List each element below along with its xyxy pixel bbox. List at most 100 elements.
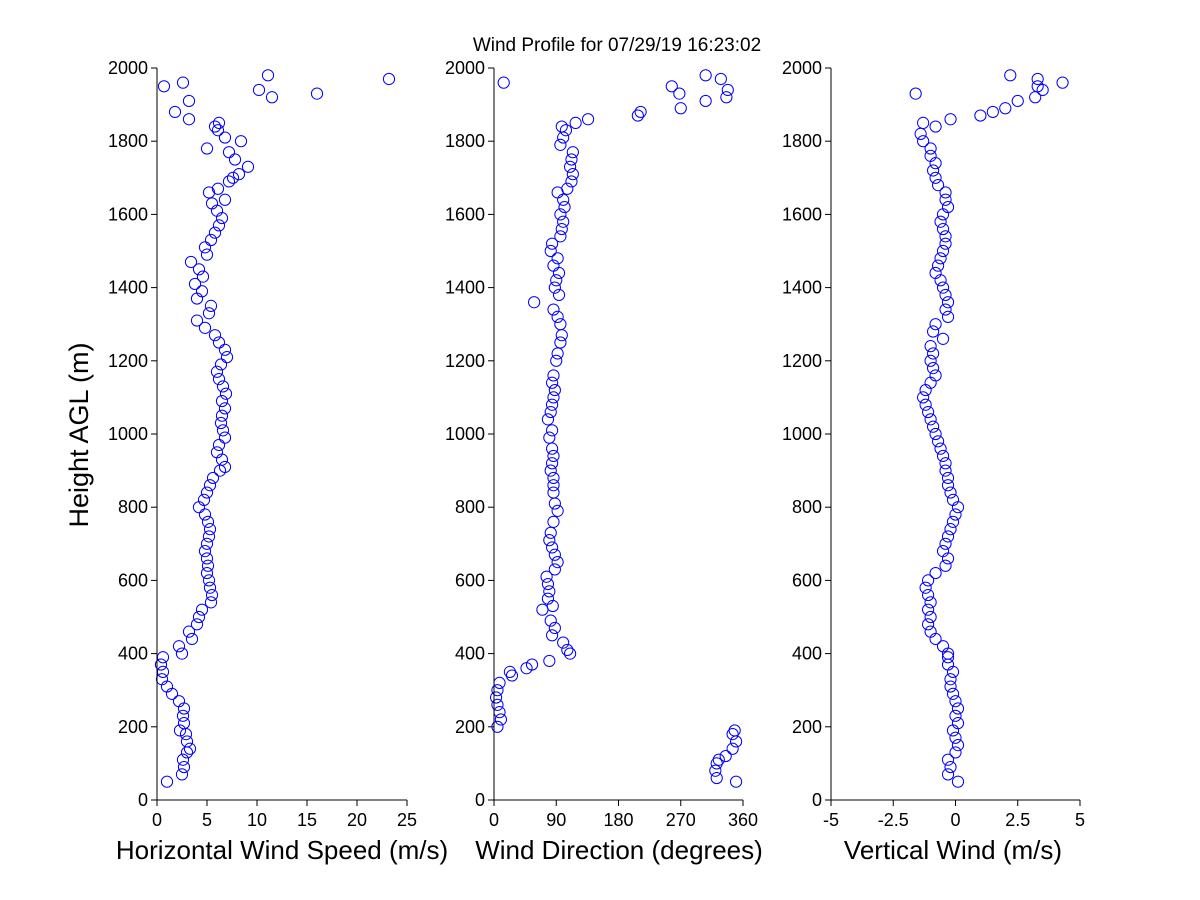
x-tick-label: 5 xyxy=(1075,810,1085,830)
data-point xyxy=(202,530,216,543)
data-point xyxy=(491,684,504,697)
data-point xyxy=(505,669,519,682)
data-point xyxy=(177,760,191,774)
y-tick-label: 1400 xyxy=(782,278,822,298)
vertical-points xyxy=(909,69,1069,788)
data-point xyxy=(222,146,236,159)
y-tick-label: 0 xyxy=(812,790,822,810)
data-point xyxy=(557,636,570,649)
x-tick-label: -2.5 xyxy=(878,810,909,830)
x-tick-label: 10 xyxy=(247,810,267,830)
data-point xyxy=(216,424,230,437)
data-point xyxy=(548,281,561,294)
data-point xyxy=(926,420,940,433)
data-point xyxy=(710,771,723,785)
data-point xyxy=(565,175,578,188)
data-point xyxy=(939,457,952,470)
data-point xyxy=(494,713,508,726)
data-point xyxy=(924,142,937,155)
data-point xyxy=(922,588,935,602)
data-point xyxy=(547,515,560,528)
data-point xyxy=(548,621,561,635)
data-point xyxy=(1011,94,1024,108)
y-tick-label: 600 xyxy=(792,570,822,590)
data-point xyxy=(241,160,255,173)
data-point xyxy=(929,266,942,280)
data-point xyxy=(176,709,190,722)
data-point xyxy=(946,515,960,528)
data-point xyxy=(218,460,232,474)
data-point xyxy=(198,508,212,521)
data-point xyxy=(1031,80,1044,93)
data-point xyxy=(929,318,942,331)
data-point xyxy=(999,102,1012,115)
data-point xyxy=(546,398,559,411)
data-point xyxy=(547,486,560,499)
data-point xyxy=(944,486,957,499)
data-point xyxy=(211,124,225,137)
data-point xyxy=(924,354,937,367)
y-tick-label: 800 xyxy=(455,497,485,517)
data-point xyxy=(208,226,222,239)
data-point xyxy=(557,215,570,228)
data-point xyxy=(177,717,191,730)
data-point xyxy=(208,329,222,342)
data-point xyxy=(909,87,922,100)
data-point xyxy=(939,303,952,316)
data-point xyxy=(195,603,209,616)
data-point xyxy=(551,556,564,569)
data-point xyxy=(212,373,226,386)
data-point xyxy=(922,574,935,587)
data-point xyxy=(382,72,396,86)
data-point xyxy=(566,146,579,159)
data-point xyxy=(926,164,940,177)
data-point xyxy=(673,87,686,100)
data-point xyxy=(939,230,952,243)
y-tick-label: 200 xyxy=(455,717,485,737)
x-tick-label: 0 xyxy=(950,810,960,830)
data-point xyxy=(154,658,168,671)
data-point xyxy=(949,508,962,521)
data-point xyxy=(931,259,945,272)
y-tick-label: 1200 xyxy=(108,351,148,371)
data-point xyxy=(936,545,950,558)
data-point xyxy=(200,537,214,550)
data-point xyxy=(548,548,561,561)
data-point xyxy=(489,691,503,704)
data-point xyxy=(205,197,219,210)
data-point xyxy=(546,237,559,250)
data-point xyxy=(200,142,214,155)
data-point xyxy=(929,171,942,184)
y-tick-label: 2000 xyxy=(108,58,148,78)
data-point xyxy=(939,537,952,550)
speed-points xyxy=(154,69,396,788)
chart-title: Wind Profile for 07/29/19 16:23:02 xyxy=(473,35,761,56)
data-point xyxy=(155,673,169,686)
data-point xyxy=(554,318,567,331)
data-point xyxy=(581,113,595,126)
data-point xyxy=(924,340,937,353)
data-point xyxy=(563,647,577,660)
data-point xyxy=(699,94,712,108)
speed-panel: 0 5 10 15 20 25 0 200 400 600 800 1000 1200 1400 1600 1… xyxy=(108,58,448,865)
data-point xyxy=(565,153,578,166)
data-point xyxy=(192,610,206,624)
data-point xyxy=(546,376,559,389)
data-point xyxy=(547,369,560,382)
x-tick-label: 2.5 xyxy=(1005,810,1030,830)
data-point xyxy=(934,215,947,228)
data-point xyxy=(1004,69,1017,82)
data-point xyxy=(712,753,725,766)
data-point xyxy=(182,113,196,126)
data-point xyxy=(924,413,937,426)
y-tick-label: 200 xyxy=(792,717,822,737)
data-point xyxy=(917,391,930,404)
y-tick-label: 1000 xyxy=(445,424,485,444)
data-point xyxy=(929,369,942,382)
direction-x-label: Wind Direction (degrees) xyxy=(475,835,763,865)
data-point xyxy=(929,566,942,580)
data-point xyxy=(931,179,945,192)
y-tick-label: 1800 xyxy=(445,131,485,151)
data-point xyxy=(252,83,266,97)
data-point xyxy=(310,87,324,100)
